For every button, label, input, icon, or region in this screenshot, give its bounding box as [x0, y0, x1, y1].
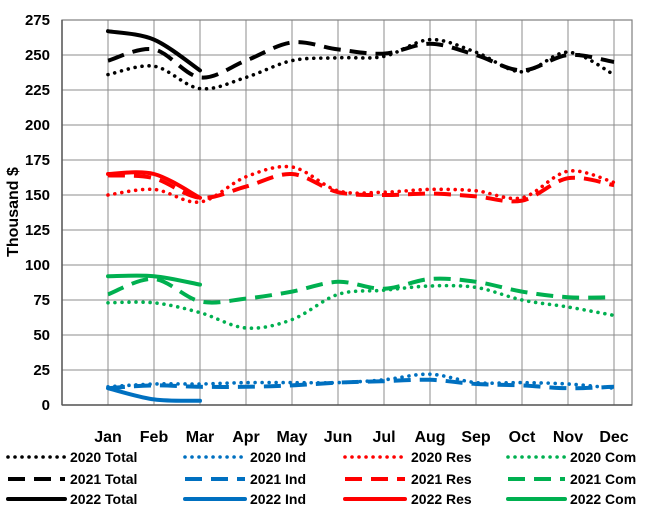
legend-entry-2021-ind: 2021 Ind	[185, 471, 306, 487]
series-line-2022-com	[106, 273, 202, 287]
legend-label: 2020 Total	[70, 449, 137, 465]
y-tick-label: 200	[25, 117, 50, 134]
y-axis-title: Thousand $	[5, 167, 22, 257]
series-line-2021-com	[107, 276, 615, 305]
legend-entry-2021-total: 2021 Total	[8, 471, 137, 487]
y-tick-label: 225	[25, 82, 50, 99]
x-tick-label: Jun	[324, 429, 352, 446]
series-line-2020-res	[106, 164, 616, 204]
y-tick-label: 0	[42, 397, 50, 414]
series-line-2022-res	[106, 170, 202, 200]
x-tick-label: Jan	[94, 429, 122, 446]
legend-entry-2020-res: 2020 Res	[343, 449, 472, 465]
y-tick-label: 250	[25, 47, 50, 64]
x-tick-label: Nov	[553, 429, 583, 446]
legend-label: 2022 Total	[70, 491, 137, 507]
x-tick-labels: Jan Feb Mar Apr May Jun Jul Aug Sep Oct Nov Dec	[94, 429, 629, 446]
legend-entry-2020-ind: 2020 Ind	[183, 449, 306, 465]
series-line-2021-total	[107, 40, 615, 80]
legend-label: 2021 Total	[70, 471, 137, 487]
legend-entry-2020-total: 2020 Total	[6, 449, 137, 465]
legend-entry-2022-total: 2022 Total	[6, 491, 137, 507]
series-line-2022-ind	[106, 386, 202, 403]
gridlines	[61, 19, 633, 406]
x-tick-label: Feb	[140, 429, 169, 446]
y-tick-label: 275	[25, 12, 50, 29]
series-line-2020-ind	[106, 372, 616, 390]
legend-label: 2021 Ind	[250, 471, 306, 487]
x-tick-label: Aug	[414, 429, 445, 446]
legend-entry-2021-res: 2021 Res	[345, 471, 472, 487]
legend-label: 2022 Res	[411, 491, 472, 507]
legend-label: 2021 Res	[411, 471, 472, 487]
y-tick-label: 100	[25, 257, 50, 274]
x-tick-label: Dec	[599, 429, 628, 446]
legend-entry-2022-ind: 2022 Ind	[183, 491, 306, 507]
y-tick-label: 150	[25, 187, 50, 204]
x-tick-label: Oct	[509, 429, 536, 446]
legend-label: 2021 Com	[570, 471, 636, 487]
x-tick-label: Mar	[186, 429, 214, 446]
x-tick-label: Apr	[232, 429, 260, 446]
legend-label: 2022 Ind	[250, 491, 306, 507]
legend-label: 2022 Com	[570, 491, 636, 507]
series-line-2020-com	[106, 283, 616, 331]
legend-entry-2022-res: 2022 Res	[343, 491, 472, 507]
legend-entry-2020-com: 2020 Com	[506, 449, 636, 465]
series-line-2022-total	[106, 29, 202, 73]
x-tick-label: Jul	[372, 429, 395, 446]
legend-label: 2020 Com	[570, 449, 636, 465]
legend-entry-2022-com: 2022 Com	[506, 491, 636, 507]
y-tick-label: 25	[33, 362, 50, 379]
y-tick-label: 175	[25, 152, 50, 169]
series-lines	[106, 29, 616, 403]
y-tick-labels: 0 25 50 75 100 125 150 175 200 225 250 275	[25, 12, 50, 414]
x-tick-label: Sep	[461, 429, 491, 446]
x-tick-label: May	[276, 429, 307, 446]
y-tick-label: 50	[33, 327, 50, 344]
series-line-2021-ind	[107, 377, 615, 391]
y-tick-label: 75	[33, 292, 50, 309]
y-tick-label: 125	[25, 222, 50, 239]
legend-label: 2020 Res	[411, 449, 472, 465]
legend: 2020 Total 2020 Ind 2020 Res 2020 Com 2021 T…	[6, 449, 636, 507]
legend-entry-2021-com: 2021 Com	[508, 471, 636, 487]
legend-label: 2020 Ind	[250, 449, 306, 465]
